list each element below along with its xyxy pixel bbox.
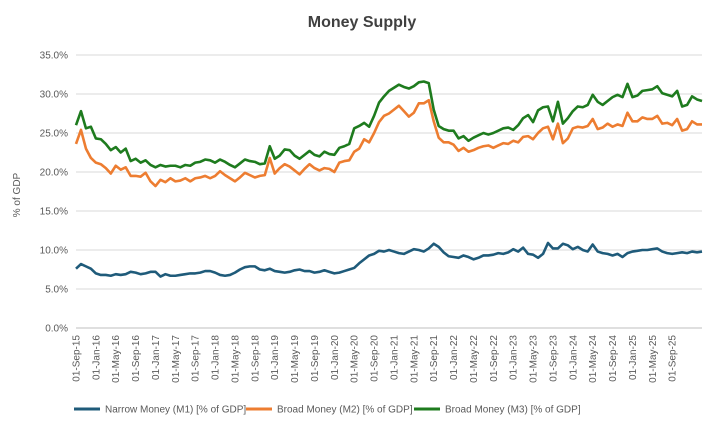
x-tick-label: 01-Jan-22 bbox=[449, 335, 460, 380]
x-tick-label: 01-Jan-16 bbox=[91, 335, 102, 380]
y-tick-label: 0.0% bbox=[45, 324, 68, 335]
y-tick-label: 35.0% bbox=[40, 51, 68, 62]
series-line-3 bbox=[74, 80, 703, 169]
x-tick-label: 01-Jan-19 bbox=[270, 335, 281, 380]
legend: Narrow Money (M1) [% of GDP] Broad Money … bbox=[74, 405, 581, 416]
x-tick-label: 01-May-25 bbox=[648, 335, 659, 383]
y-tick-label: 20.0% bbox=[40, 168, 68, 179]
x-tick-label: 01-Sep-16 bbox=[131, 335, 142, 382]
x-tick-label: 01-Sep-20 bbox=[370, 335, 381, 382]
x-tick-label: 01-Sep-22 bbox=[489, 335, 500, 382]
x-tick-label: 01-Jan-23 bbox=[509, 335, 520, 380]
series-line-1 bbox=[75, 241, 703, 278]
chart-title: Money Supply bbox=[308, 14, 417, 31]
x-tick-label: 01-Sep-18 bbox=[250, 335, 261, 382]
series-line-2 bbox=[74, 98, 702, 188]
y-tick-label: 30.0% bbox=[40, 90, 68, 101]
x-tick-label: 01-May-16 bbox=[111, 335, 122, 383]
x-tick-label: 01-Jan-25 bbox=[628, 335, 639, 380]
x-tick-label: 01-Jan-21 bbox=[389, 335, 400, 380]
x-tick-label: 01-May-17 bbox=[171, 335, 182, 383]
x-tick-label: 01-May-23 bbox=[529, 335, 540, 383]
legend-label: Narrow Money (M1) [% of GDP] bbox=[105, 405, 246, 416]
x-tick-label: 01-May-18 bbox=[230, 335, 241, 383]
legend-label: Broad Money (M3) [% of GDP] bbox=[445, 405, 581, 416]
legend-label: Broad Money (M2) [% of GDP] bbox=[277, 405, 413, 416]
y-axis-ticks: 0.0% 5.0% 10.0% 15.0% 20.0% 25.0% 30.0% 35.0% bbox=[40, 51, 68, 335]
x-tick-label: 01-Sep-25 bbox=[668, 335, 679, 382]
x-tick-label: 01-Sep-23 bbox=[548, 335, 559, 382]
x-tick-label: 01-Jan-17 bbox=[151, 335, 162, 380]
x-tick-label: 01-Jan-24 bbox=[568, 335, 579, 380]
y-axis-label: % of GDP bbox=[12, 172, 23, 217]
x-tick-label: 01-Sep-17 bbox=[191, 335, 202, 382]
y-tick-label: 10.0% bbox=[40, 246, 68, 257]
x-tick-label: 01-Jan-20 bbox=[330, 335, 341, 380]
x-tick-label: 01-May-22 bbox=[469, 335, 480, 383]
x-tick-label: 01-Sep-24 bbox=[608, 335, 619, 382]
y-tick-label: 15.0% bbox=[40, 207, 68, 218]
x-tick-label: 01-Jan-18 bbox=[211, 335, 222, 380]
x-tick-label: 01-May-20 bbox=[350, 335, 361, 383]
x-tick-label: 01-May-24 bbox=[588, 335, 599, 383]
y-tick-label: 5.0% bbox=[45, 285, 68, 296]
x-tick-label: 01-May-19 bbox=[290, 335, 301, 383]
x-tick-label: 01-Sep-15 bbox=[72, 335, 83, 382]
series-lines bbox=[74, 80, 703, 278]
x-tick-label: 01-Sep-19 bbox=[310, 335, 321, 382]
x-tick-label: 01-Sep-21 bbox=[429, 335, 440, 382]
x-axis-ticks: 01-Sep-15 01-Jan-16 01-May-16 01-Sep-16 01-J… bbox=[72, 335, 679, 383]
x-tick-label: 01-May-21 bbox=[409, 335, 420, 383]
y-tick-label: 25.0% bbox=[40, 129, 68, 140]
